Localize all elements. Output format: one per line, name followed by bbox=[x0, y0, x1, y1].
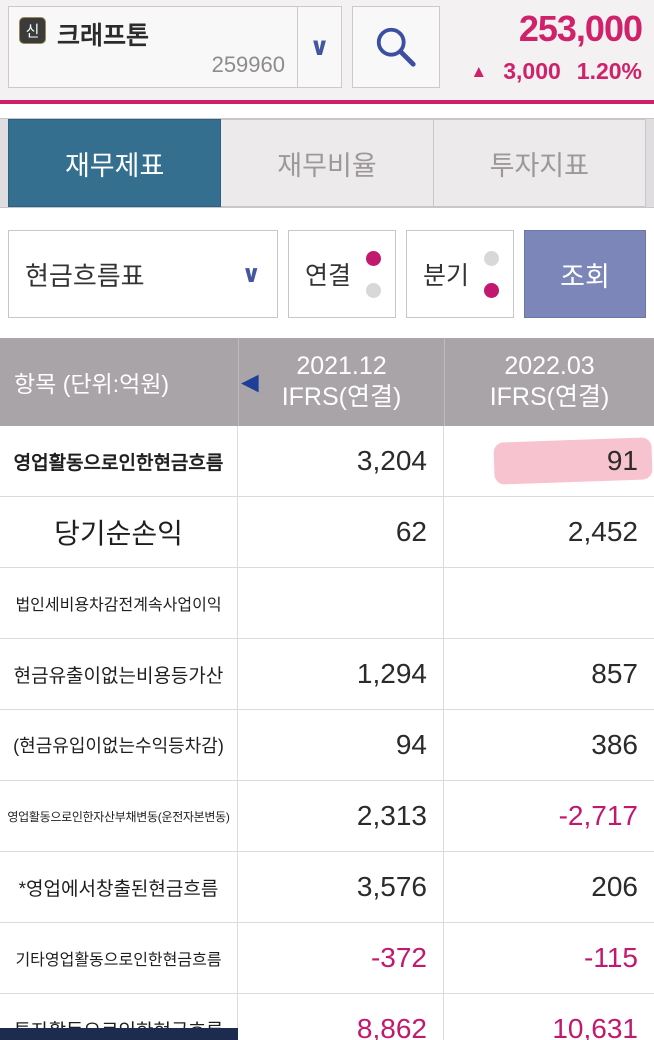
item-column-header: 항목 (단위:억원) bbox=[14, 371, 170, 397]
search-icon bbox=[376, 27, 416, 67]
quarterly-toggle[interactable]: 분기 bbox=[406, 230, 514, 318]
value-2021-12: 94 bbox=[238, 710, 444, 780]
query-controls: 현금흐름표 ∨ 연결 분기 조회 bbox=[0, 230, 654, 320]
row-label: 기타영업활동으로인한현금흐름 bbox=[0, 923, 238, 993]
query-button[interactable]: 조회 bbox=[524, 230, 646, 318]
change-value: 3,000 bbox=[503, 58, 561, 84]
row-label: 당기순손익 bbox=[0, 497, 238, 567]
radio-dot-on-icon[interactable] bbox=[484, 282, 499, 298]
row-label: 현금유출이없는비용등가산 bbox=[0, 639, 238, 709]
table-row: 법인세비용차감전계속사업이익 bbox=[0, 568, 654, 639]
broker-logo-icon: 신 bbox=[19, 17, 46, 44]
tab-financial-statements[interactable]: 재무제표 bbox=[8, 119, 222, 207]
quarterly-label: 분기 bbox=[423, 262, 470, 290]
row-label: 영업활동으로인한현금흐름 bbox=[0, 426, 238, 496]
chevron-down-icon: ∨ bbox=[241, 260, 262, 288]
value-2022-03: 10,631 bbox=[552, 1013, 638, 1040]
scrollbar-thumb[interactable] bbox=[0, 1028, 238, 1040]
standard-label: IFRS(연결) bbox=[489, 383, 610, 411]
row-label: 법인세비용차감전계속사업이익 bbox=[0, 568, 238, 638]
value-2022-03 bbox=[444, 568, 654, 638]
stock-dropdown-button[interactable]: ∨ bbox=[297, 7, 341, 87]
value-2022-03: 206 bbox=[591, 871, 638, 902]
up-arrow-icon: ▲ bbox=[470, 61, 488, 81]
table-row: 영업활동으로인한자산부채변동(운전자본변동) 2,313 -2,717 bbox=[0, 781, 654, 852]
chevron-down-icon: ∨ bbox=[309, 33, 330, 61]
tab-label: 재무제표 bbox=[64, 150, 165, 181]
table-row: 영업활동으로인한현금흐름 3,204 91 bbox=[0, 426, 654, 497]
tab-label: 투자지표 bbox=[489, 150, 589, 181]
value-2021-12: 3,204 bbox=[238, 426, 444, 496]
value-2022-03: -2,717 bbox=[558, 800, 638, 831]
current-price: 253,000 bbox=[518, 8, 643, 49]
value-2021-12: 62 bbox=[238, 497, 444, 567]
tab-investment-indicators[interactable]: 투자지표 bbox=[433, 119, 646, 207]
tab-bar: 재무제표 재무비율 투자지표 bbox=[0, 118, 654, 208]
cashflow-table: 항목 (단위:억원) 2021.12 IFRS(연결) 2022.03 IFRS… bbox=[0, 338, 654, 1040]
tab-financial-ratios[interactable]: 재무비율 bbox=[221, 119, 434, 207]
value-2021-12: 2,313 bbox=[238, 781, 444, 851]
consolidated-label: 연결 bbox=[305, 262, 352, 290]
value-2022-03: 2,452 bbox=[567, 516, 638, 547]
value-2022-03: -115 bbox=[584, 942, 638, 973]
value-2022-03: 386 bbox=[591, 729, 638, 760]
table-row: 현금유출이없는비용등가산 1,294 857 bbox=[0, 639, 654, 710]
search-button[interactable] bbox=[352, 6, 440, 88]
value-2021-12: 1,294 bbox=[238, 639, 444, 709]
value-2021-12 bbox=[238, 568, 444, 638]
value-2021-12: 3,576 bbox=[238, 852, 444, 922]
column-header-2021-12: 2021.12 IFRS(연결) bbox=[238, 338, 444, 426]
query-button-label: 조회 bbox=[560, 261, 610, 292]
row-label: (현금유입이없는수익등차감) bbox=[0, 710, 238, 780]
change-percent: 1.20% bbox=[576, 58, 642, 84]
company-name: 크래프톤 bbox=[57, 22, 150, 50]
top-bar: 신 크래프톤 259960 ∨ 253,000 ▲ 3,000 1.20% bbox=[0, 0, 654, 100]
report-type-select[interactable]: 현금흐름표 ∨ bbox=[8, 230, 278, 318]
table-row: (현금유입이없는수익등차감) 94 386 bbox=[0, 710, 654, 781]
table-row: 당기순손익 62 2,452 bbox=[0, 497, 654, 568]
radio-dot-off-icon[interactable] bbox=[484, 250, 499, 266]
column-header-2022-03: 2022.03 IFRS(연결) bbox=[444, 338, 654, 426]
period-label: 2021.12 bbox=[296, 351, 387, 380]
value-2022-03: 91 bbox=[444, 426, 654, 496]
value-2021-12: 8,862 bbox=[238, 994, 444, 1040]
highlighted-value: 91 bbox=[606, 445, 638, 476]
value-2021-12: -372 bbox=[238, 923, 444, 993]
row-label: 영업활동으로인한자산부채변동(운전자본변동) bbox=[0, 781, 238, 851]
tab-label: 재무비율 bbox=[277, 150, 377, 181]
value-2022-03: 857 bbox=[591, 658, 638, 689]
stock-code: 259960 bbox=[211, 52, 285, 77]
collapse-left-icon[interactable]: ◀ bbox=[241, 368, 259, 395]
radio-dots bbox=[484, 250, 499, 298]
report-type-value: 현금흐름표 bbox=[25, 260, 145, 291]
radio-dot-off-icon[interactable] bbox=[366, 282, 381, 298]
price-change-row: ▲ 3,000 1.20% bbox=[470, 58, 642, 85]
table-header-row: 항목 (단위:억원) 2021.12 IFRS(연결) 2022.03 IFRS… bbox=[0, 338, 654, 426]
accent-divider bbox=[0, 100, 654, 104]
stock-selector[interactable]: 신 크래프톤 259960 ∨ bbox=[8, 6, 342, 88]
radio-dots bbox=[366, 250, 381, 298]
price-area: 253,000 ▲ 3,000 1.20% bbox=[470, 8, 643, 85]
table-row: 기타영업활동으로인한현금흐름 -372 -115 bbox=[0, 923, 654, 994]
table-row: *영업에서창출된현금흐름 3,576 206 bbox=[0, 852, 654, 923]
consolidated-toggle[interactable]: 연결 bbox=[288, 230, 396, 318]
row-label: *영업에서창출된현금흐름 bbox=[0, 852, 238, 922]
radio-dot-on-icon[interactable] bbox=[366, 250, 381, 266]
period-label: 2022.03 bbox=[504, 351, 595, 380]
standard-label: IFRS(연결) bbox=[281, 383, 402, 411]
